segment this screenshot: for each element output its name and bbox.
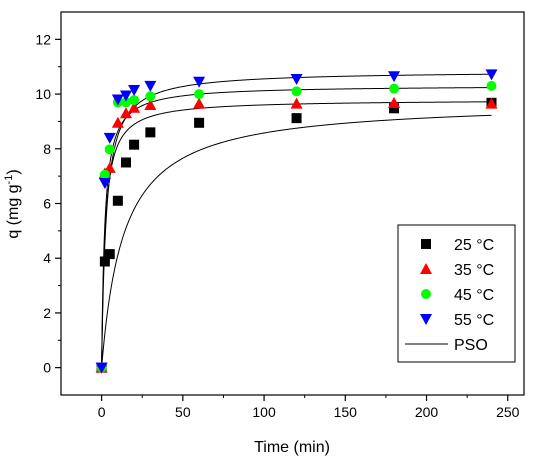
data-point bbox=[485, 97, 498, 109]
y-tick-label: 2 bbox=[43, 305, 51, 321]
pso-fit-line bbox=[101, 114, 492, 368]
data-point bbox=[128, 101, 141, 113]
legend-marker bbox=[421, 239, 431, 249]
x-tick-label: 100 bbox=[252, 404, 276, 420]
legend-label: 35 °C bbox=[454, 262, 494, 279]
data-point bbox=[98, 177, 111, 189]
legend-label: 45 °C bbox=[454, 287, 494, 304]
x-tick-label: 50 bbox=[175, 404, 191, 420]
data-point bbox=[111, 94, 124, 106]
y-axis-title: q (mg g-1) bbox=[3, 169, 22, 238]
data-point bbox=[119, 90, 132, 102]
legend-marker bbox=[421, 289, 431, 299]
data-point bbox=[193, 97, 206, 109]
data-point bbox=[291, 86, 302, 97]
data-point bbox=[193, 76, 206, 88]
legend-marker bbox=[420, 263, 432, 274]
data-point bbox=[111, 116, 124, 128]
data-point bbox=[389, 103, 400, 114]
y-tick-label: 6 bbox=[43, 196, 51, 212]
data-point bbox=[486, 80, 497, 91]
data-point bbox=[129, 95, 140, 106]
y-tick-label: 4 bbox=[43, 250, 51, 266]
data-point bbox=[120, 97, 131, 108]
legend-marker bbox=[420, 314, 432, 325]
data-point bbox=[120, 157, 131, 168]
axes-ticks: 0 50 100 150 200 250 0 2 4 6 8 10 12 bbox=[35, 31, 519, 420]
data-point bbox=[112, 195, 123, 206]
legend: 25 °C 35 °C 45 °C 55 °C PSO bbox=[397, 224, 516, 363]
x-tick-label: 250 bbox=[496, 404, 520, 420]
data-point bbox=[128, 84, 141, 96]
y-tick-label: 8 bbox=[43, 141, 51, 157]
data-point bbox=[485, 69, 498, 81]
y-tick-label: 10 bbox=[35, 86, 51, 102]
series-4 bbox=[95, 69, 498, 374]
data-point bbox=[119, 107, 132, 119]
data-point bbox=[388, 96, 401, 108]
data-point bbox=[129, 139, 140, 150]
x-tick-label: 0 bbox=[98, 404, 106, 420]
data-point bbox=[194, 117, 205, 128]
data-point bbox=[388, 71, 401, 83]
data-point bbox=[99, 256, 110, 267]
data-point bbox=[104, 249, 115, 260]
fit-lines bbox=[101, 73, 492, 368]
data-point bbox=[95, 362, 108, 374]
y-tick-label: 0 bbox=[43, 360, 51, 376]
data-point bbox=[144, 80, 157, 92]
y-tick-label: 12 bbox=[35, 31, 51, 47]
x-tick-label: 200 bbox=[415, 404, 439, 420]
legend-label: 55 °C bbox=[454, 312, 494, 329]
data-point bbox=[145, 91, 156, 102]
legend-label: 25 °C bbox=[454, 237, 494, 254]
data-point bbox=[291, 113, 302, 124]
data-point bbox=[290, 97, 303, 109]
legend-box bbox=[397, 224, 516, 363]
data-point bbox=[389, 83, 400, 94]
data-point bbox=[99, 169, 110, 180]
data-points bbox=[95, 69, 498, 374]
data-point bbox=[145, 127, 156, 138]
series-3 bbox=[96, 80, 497, 373]
x-axis-title: Time (min) bbox=[254, 439, 330, 456]
data-point bbox=[144, 99, 157, 111]
x-tick-label: 150 bbox=[334, 404, 358, 420]
data-point bbox=[103, 132, 116, 144]
data-point bbox=[194, 89, 205, 100]
legend-label: PSO bbox=[454, 337, 488, 354]
data-point bbox=[104, 144, 115, 155]
data-point bbox=[290, 74, 303, 86]
